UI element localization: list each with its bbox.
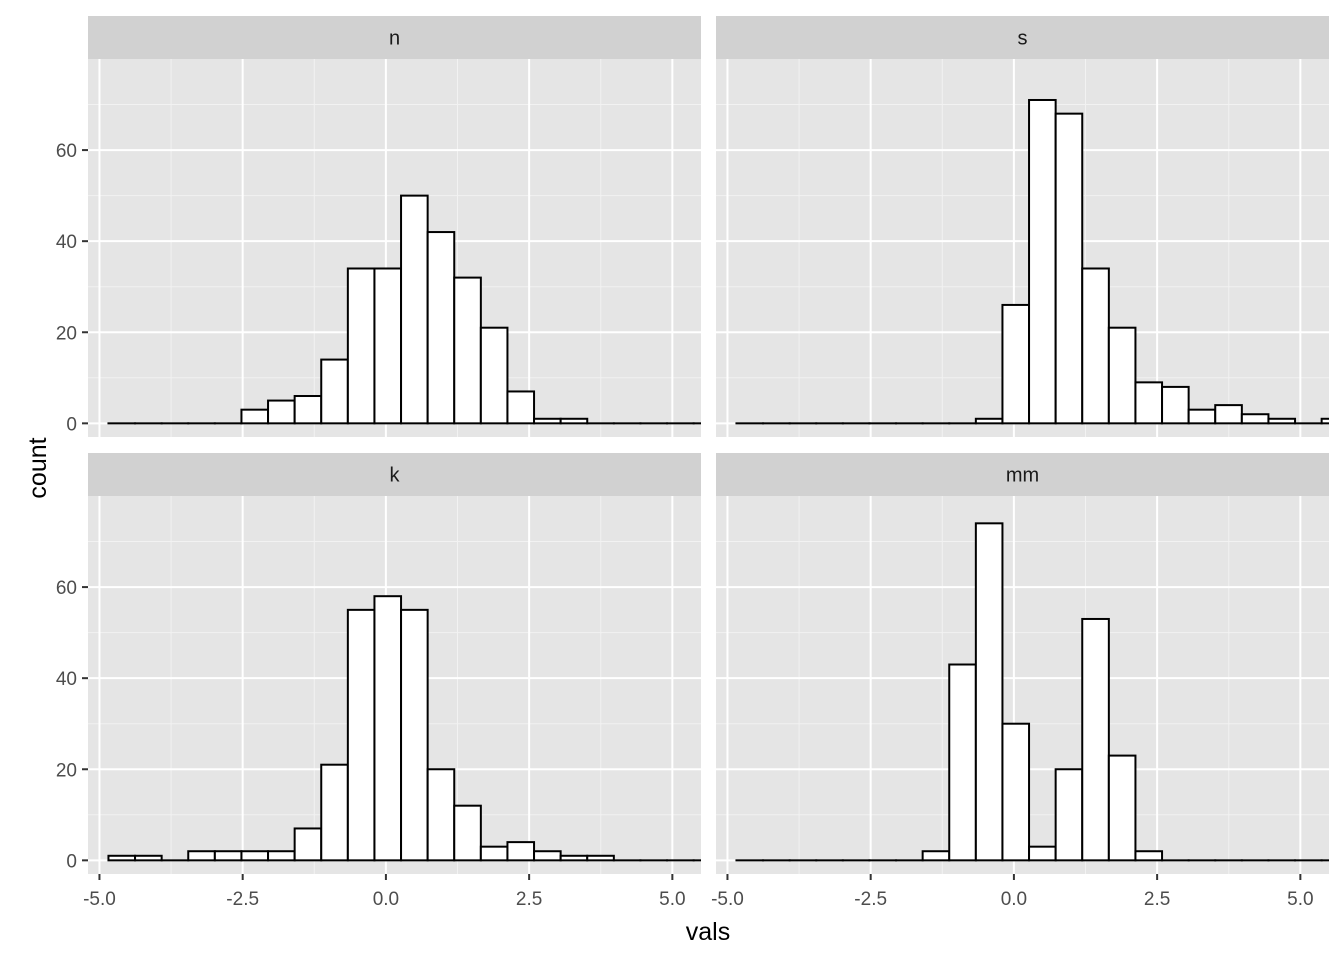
- histogram-bar: [240, 850, 270, 862]
- histogram-bar: [346, 608, 376, 862]
- histogram-bar: [533, 850, 562, 862]
- panel-plot-area: [88, 59, 701, 437]
- x-tick-label: -5.0: [711, 889, 744, 910]
- histogram-bar: [559, 854, 589, 862]
- histogram-bar: [559, 417, 589, 425]
- x-tick-label: 5.0: [1287, 889, 1313, 910]
- x-tick-label: 2.5: [516, 889, 542, 910]
- facet-panels: n s k mm: [88, 16, 1329, 874]
- x-tick-label: 5.0: [659, 889, 685, 910]
- facet-panel-k: k: [88, 453, 701, 874]
- facet-strip-label: n: [389, 28, 400, 50]
- histogram-bar: [240, 408, 270, 425]
- x-tick-label: 0.0: [373, 889, 399, 910]
- facet-strip-label: k: [390, 465, 401, 487]
- histogram-bar: [426, 768, 456, 862]
- panel-plot-area: [716, 496, 1329, 874]
- histogram-bar: [1134, 381, 1164, 425]
- y-tick-label: 0: [66, 414, 77, 435]
- x-tick-label: -5.0: [83, 889, 116, 910]
- histogram-bar: [1054, 112, 1084, 425]
- histogram-bar: [320, 358, 349, 425]
- histogram-bar: [1240, 413, 1270, 425]
- histogram-bar: [1001, 722, 1031, 862]
- histogram-bar: [134, 854, 163, 862]
- histogram-bar: [1081, 267, 1110, 425]
- histogram-bar: [479, 845, 509, 862]
- histogram-bar: [1028, 98, 1057, 425]
- panel-plot-area: [716, 59, 1329, 437]
- histogram-bar: [1214, 404, 1243, 425]
- histogram-bar: [426, 231, 456, 425]
- panel-plot-area: [88, 496, 701, 874]
- facet-strip: [88, 453, 701, 496]
- y-axis-title: count: [24, 437, 52, 498]
- y-tick-label: 60: [56, 141, 77, 162]
- histogram-bar: [346, 267, 376, 425]
- histogram-bar: [533, 417, 562, 425]
- facet-strip: [716, 453, 1329, 496]
- histogram-bar: [948, 663, 977, 862]
- histogram-bar: [1028, 845, 1057, 862]
- histogram-bar: [1134, 850, 1164, 862]
- histogram-bar: [453, 804, 482, 862]
- histogram-bar: [479, 326, 509, 425]
- x-tick-label: 0.0: [1001, 889, 1027, 910]
- histogram-bar: [267, 399, 296, 425]
- histogram-bar: [293, 827, 323, 862]
- histogram-bar: [373, 595, 403, 862]
- histogram-bar: [320, 763, 349, 862]
- y-tick-label: 0: [66, 851, 77, 872]
- histogram-bar: [974, 417, 1004, 425]
- histogram-bar: [974, 522, 1004, 862]
- facet-panel-s: s: [716, 16, 1329, 437]
- histogram-bar: [921, 850, 951, 862]
- histogram-bar: [213, 850, 243, 862]
- axes: 0 20 40 60 0 20 40 60 -5.0 -2.5 0.0 2.5 5.0 -5.0 -2.5 0…: [56, 141, 1314, 910]
- histogram-bar: [107, 854, 137, 862]
- x-tick-label: 2.5: [1144, 889, 1170, 910]
- x-tick-label: -2.5: [226, 889, 259, 910]
- facet-strip-label: s: [1018, 28, 1028, 50]
- histogram-bar: [1054, 768, 1084, 862]
- histogram-bar: [293, 395, 323, 425]
- histogram-bar: [506, 841, 536, 862]
- y-tick-label: 40: [56, 232, 77, 253]
- histogram-bar: [1107, 326, 1137, 425]
- facet-panel-n: n: [88, 16, 701, 437]
- histogram-bar: [1081, 617, 1110, 862]
- histogram-bar: [586, 854, 615, 862]
- histogram-bar: [1001, 303, 1031, 425]
- histogram-bar: [1267, 417, 1297, 425]
- histogram-bar: [1161, 385, 1190, 425]
- histogram-bar: [506, 390, 536, 425]
- y-tick-label: 60: [56, 578, 77, 599]
- histogram-bar: [400, 608, 429, 862]
- y-tick-label: 20: [56, 323, 77, 344]
- x-tick-label: -2.5: [854, 889, 887, 910]
- histogram-bar: [1320, 417, 1329, 425]
- x-axis-title: vals: [686, 918, 730, 946]
- facet-panel-mm: mm: [716, 453, 1329, 874]
- facet-strip-label: mm: [1006, 465, 1039, 487]
- histogram-bar: [267, 850, 296, 862]
- histogram-bar: [400, 194, 429, 425]
- facet-strip: [88, 16, 701, 59]
- histogram-bar: [453, 276, 482, 425]
- histogram-bar: [373, 267, 403, 425]
- y-tick-label: 20: [56, 760, 77, 781]
- histogram-bar: [187, 850, 216, 862]
- histogram-bar: [1107, 754, 1137, 862]
- y-tick-label: 40: [56, 669, 77, 690]
- histogram-bar: [1187, 408, 1217, 425]
- facet-strip: [716, 16, 1329, 59]
